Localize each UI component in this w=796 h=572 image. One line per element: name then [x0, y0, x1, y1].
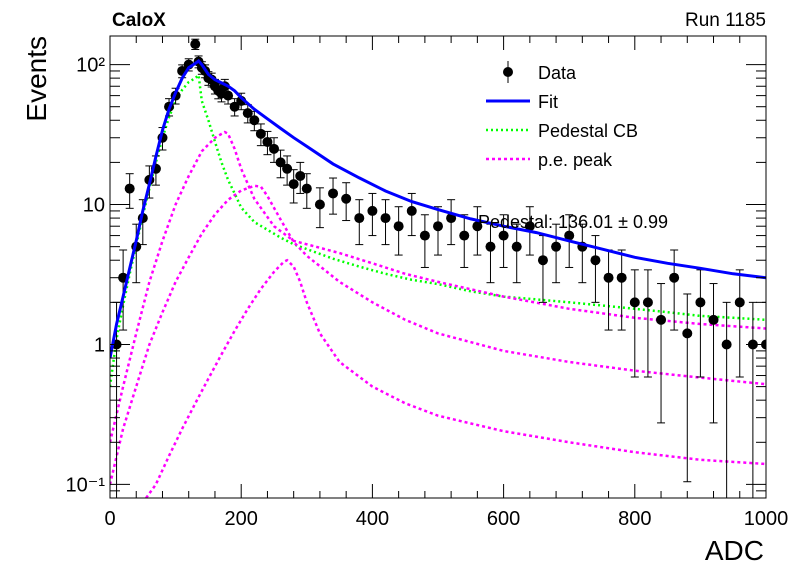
- plot-content: [110, 38, 766, 498]
- data-point: [190, 39, 201, 50]
- legend: Data Fit Pedestal CB p.e. peak: [486, 61, 638, 170]
- data-point: [380, 213, 391, 224]
- data-point: [511, 241, 522, 252]
- data-point: [629, 297, 640, 308]
- data-point: [656, 314, 667, 325]
- data-point: [393, 221, 404, 232]
- data-point: [288, 179, 299, 190]
- data-point: [229, 101, 240, 112]
- data-point: [354, 213, 365, 224]
- data-point: [295, 170, 306, 181]
- data-point: [603, 272, 614, 283]
- header-left-label: CaloX: [112, 10, 166, 31]
- fit-series: [110, 58, 766, 359]
- data-point: [433, 221, 443, 232]
- data-point: [301, 183, 312, 194]
- data-point: [255, 128, 266, 139]
- data-point: [524, 221, 535, 232]
- x-tick-label: 200: [225, 508, 258, 530]
- x-tick-label: 0: [104, 508, 115, 530]
- data-point: [616, 272, 627, 283]
- legend-label: Pedestal CB: [538, 121, 638, 141]
- y-tick-label: 10⁻¹: [66, 474, 106, 496]
- plot-frame: [109, 35, 767, 499]
- data-point: [472, 221, 483, 232]
- data-point: [275, 157, 286, 168]
- data-point: [695, 297, 706, 308]
- data-point: [669, 272, 680, 283]
- data-point: [485, 241, 496, 252]
- data-point: [124, 183, 135, 194]
- data-point: [498, 230, 509, 241]
- data-point: [459, 230, 470, 241]
- legend-label: p.e. peak: [538, 150, 613, 170]
- plot-area: 0 200 400 600 800 1000 10⁻¹ 1 10 10²: [66, 36, 789, 530]
- data-point: [328, 188, 339, 199]
- header-right-label: Run 1185: [685, 10, 766, 31]
- data-point: [223, 90, 234, 101]
- y-tick-label: 10: [83, 195, 105, 217]
- y-axis-label: Events: [21, 36, 52, 122]
- data-point: [642, 297, 653, 308]
- data-point: [367, 205, 378, 216]
- data-point: [341, 193, 352, 204]
- overlay-text: Pedestal: 136.01 ± 0.99: [478, 212, 668, 232]
- data-point: [590, 255, 601, 266]
- data-point: [721, 339, 732, 350]
- x-tick-label: 400: [356, 508, 389, 530]
- data-point: [734, 297, 745, 308]
- x-tick-label: 800: [618, 508, 651, 530]
- data-point: [269, 143, 279, 154]
- data-point: [708, 314, 719, 325]
- legend-label: Data: [538, 63, 577, 83]
- data-point: [282, 163, 293, 174]
- pe-peak-series-3: [110, 130, 766, 443]
- data-point: [406, 205, 417, 216]
- data-point: [314, 199, 325, 210]
- x-tick-label: 600: [487, 508, 520, 530]
- x-tick-label: 1000: [744, 508, 789, 530]
- y-tick-label: 10²: [76, 55, 105, 77]
- data-point: [419, 230, 430, 241]
- x-axis-label: ADC: [705, 535, 764, 566]
- data-point: [537, 255, 548, 266]
- y-tick-label: 1: [94, 334, 105, 356]
- legend-marker: [503, 67, 513, 77]
- pedestal-series: [110, 72, 766, 387]
- pe-peak-series-5: [145, 258, 766, 498]
- data-point: [551, 241, 562, 252]
- data-point: [249, 115, 260, 126]
- legend-label: Fit: [538, 92, 558, 112]
- data-point: [262, 136, 273, 147]
- data-point: [242, 108, 253, 119]
- data-point: [682, 328, 693, 339]
- data-point: [564, 230, 575, 241]
